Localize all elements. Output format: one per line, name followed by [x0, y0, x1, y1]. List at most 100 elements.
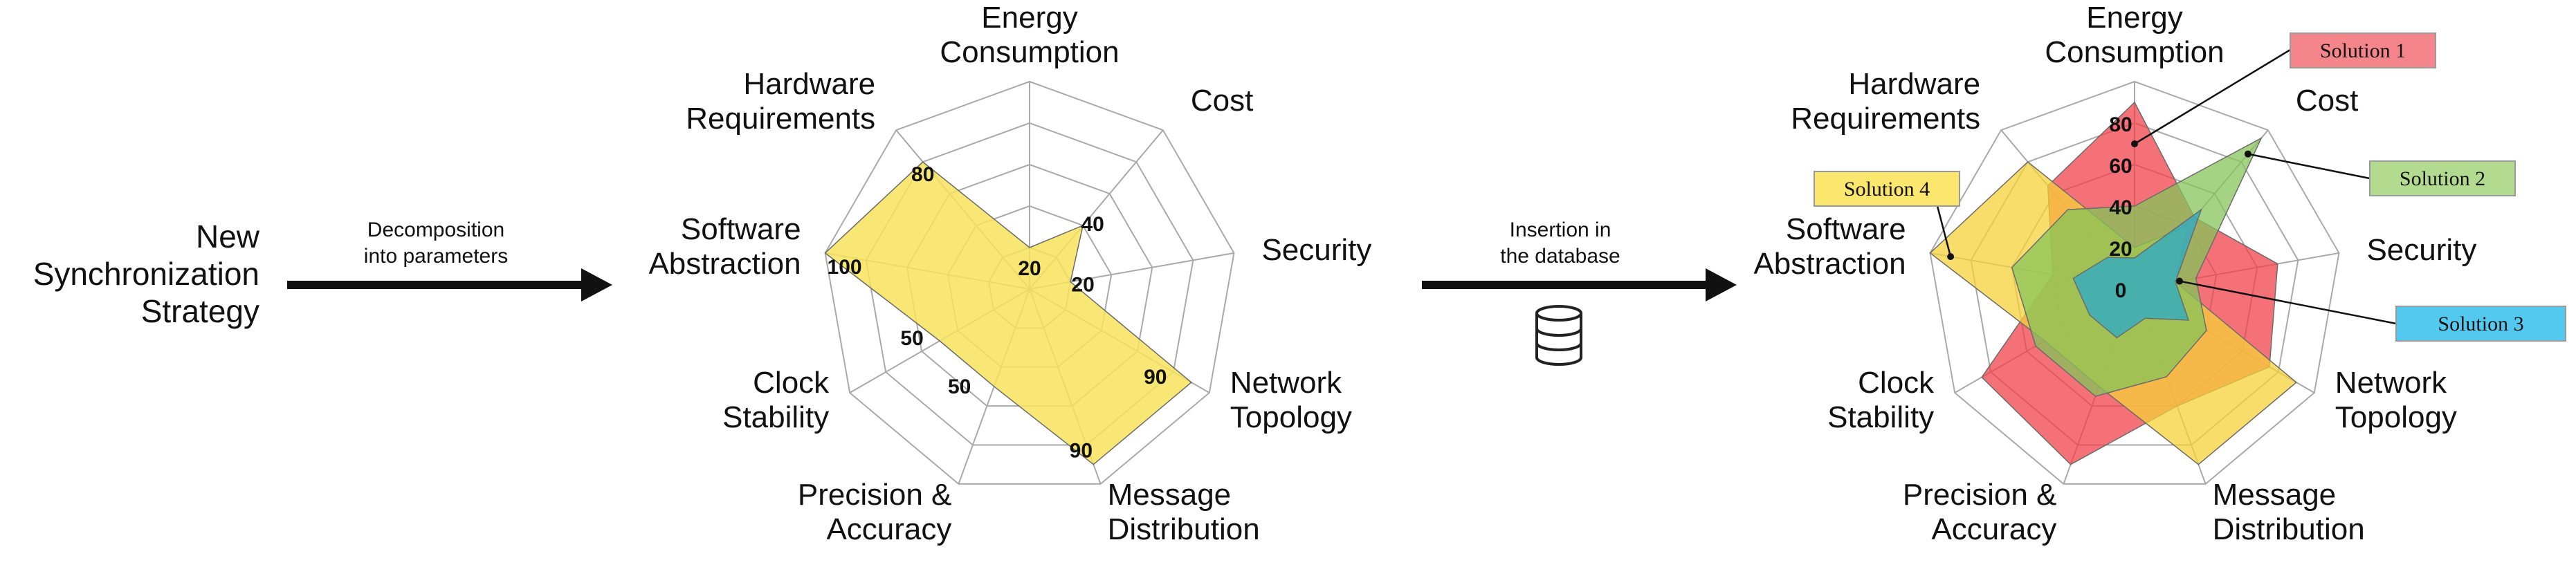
- axis-label-energy: Energy Consumption: [2045, 1, 2224, 69]
- axis-label-network: Network Topology: [1230, 366, 1352, 434]
- axis-label-precision: Precision & Accuracy: [1903, 478, 2057, 546]
- value-label: 90: [1144, 366, 1167, 389]
- axis-label-line: Abstraction: [1753, 247, 1906, 281]
- value-label: 80: [911, 163, 934, 186]
- series-area: [824, 161, 1192, 465]
- strategy-title-line: Synchronization: [33, 256, 259, 292]
- value-label: 90: [1070, 440, 1093, 463]
- axis-label-line: Topology: [1230, 400, 1352, 434]
- solution-label-box: [1814, 171, 1960, 207]
- axis-label-line: Requirements: [1791, 102, 1980, 136]
- tick-label: 40: [2109, 196, 2132, 219]
- axis-label-software: Software Abstraction: [648, 212, 801, 281]
- tick-label: 60: [2109, 155, 2132, 178]
- solution-label-box: [2369, 160, 2516, 196]
- axis-label-clock: Clock Stability: [722, 366, 830, 434]
- strategy-title-line: Strategy: [141, 293, 259, 329]
- solution-label-box: [2290, 32, 2436, 68]
- insertion-arrow: Insertion in the database: [1422, 219, 1737, 301]
- tick-label: 80: [2109, 113, 2132, 136]
- grid-ring: [824, 80, 1235, 485]
- axis-label-line: Stability: [722, 400, 829, 434]
- axis-label-line: Consumption: [2045, 35, 2224, 69]
- axis-label-precision: Precision & Accuracy: [798, 478, 952, 546]
- axis-label-cost: Cost: [1191, 84, 1253, 118]
- axis-label-line: Energy: [981, 1, 1077, 35]
- tick-label: 20: [2109, 238, 2132, 261]
- axis-label-line: Topology: [2335, 400, 2457, 434]
- axis-label-cost: Cost: [2296, 84, 2358, 118]
- arrow-label-line: into parameters: [364, 245, 508, 268]
- grid-ring: [1929, 80, 2340, 485]
- strategy-title: New Synchronization Strategy: [33, 219, 260, 329]
- callout-leader: [1936, 205, 1952, 257]
- series-area-solution-3: [2072, 208, 2202, 339]
- axis-label-line: Network: [1230, 366, 1342, 400]
- axis-label-hardware: Hardware Requirements: [686, 67, 875, 136]
- axis-label-network: Network Topology: [2335, 366, 2457, 434]
- axis-label-line: Abstraction: [648, 247, 801, 281]
- radar-chart-new-strategy: Energy Consumption Cost Security Network Topo…: [648, 1, 1371, 546]
- arrow-label-line: Decomposition: [367, 219, 504, 241]
- axis-label-line: Cost: [1191, 84, 1253, 118]
- axis-label-line: Stability: [1827, 400, 1934, 434]
- axis-label-message: Message Distribution: [2213, 478, 2365, 546]
- axis-label-line: Message: [1108, 478, 1232, 512]
- value-label: 50: [948, 375, 971, 398]
- solution-label: Solution 4: [1844, 178, 1930, 201]
- callout-leader: [2179, 280, 2397, 325]
- solution-label-box: [2395, 306, 2566, 342]
- arrow-head: [581, 268, 612, 301]
- value-label: 20: [1018, 257, 1041, 280]
- axis-label-line: Security: [1261, 233, 1371, 267]
- axis-label-line: Precision &: [798, 478, 952, 512]
- solution-label: Solution 2: [2400, 167, 2485, 190]
- tick-label: 0: [2115, 279, 2127, 302]
- callout-leader: [2134, 48, 2291, 145]
- axis-label-line: Software: [681, 212, 801, 246]
- axis-label-line: Network: [2335, 366, 2447, 400]
- callout-dot: [2244, 150, 2251, 158]
- axis-label-line: Energy: [2086, 1, 2182, 35]
- strategy-title-line: New: [196, 219, 260, 254]
- axis-label-line: Cost: [2296, 84, 2358, 118]
- solution-label: Solution 1: [2320, 39, 2406, 62]
- axis-label-line: Software: [1786, 212, 1906, 246]
- axis-label-line: Clock: [753, 366, 830, 400]
- callout-leader: [2247, 153, 2371, 180]
- axis-label-line: Security: [2366, 233, 2476, 267]
- axis-label-software: Software Abstraction: [1753, 212, 1906, 281]
- axis-label-line: Precision &: [1903, 478, 2057, 512]
- axis-label-security: Security: [2366, 233, 2476, 267]
- axis-label-line: Message: [2213, 478, 2337, 512]
- axis-label-hardware: Hardware Requirements: [1791, 67, 1980, 136]
- value-label: 100: [828, 256, 862, 279]
- database-icon: [1535, 305, 1582, 366]
- axis-label-line: Consumption: [940, 35, 1119, 69]
- axis-label-clock: Clock Stability: [1827, 366, 1935, 434]
- axis-label-line: Distribution: [2213, 512, 2365, 546]
- axis-label-line: Distribution: [1108, 512, 1260, 546]
- axis-label-line: Accuracy: [1931, 512, 2056, 546]
- solution-label: Solution 3: [2438, 313, 2523, 335]
- value-label: 40: [1081, 213, 1104, 236]
- callout-dot: [2131, 140, 2138, 147]
- callout-dot: [1947, 253, 1955, 261]
- axis-label-line: Hardware: [1848, 67, 1980, 101]
- callout-dot: [2175, 277, 2183, 285]
- axis-label-message: Message Distribution: [1108, 478, 1260, 546]
- axis-label-line: Clock: [1858, 366, 1935, 400]
- radar-chart-database: Energy Consumption Cost Security Network Topo…: [1753, 1, 2566, 546]
- axis-label-line: Hardware: [743, 67, 875, 101]
- arrow-label-line: the database: [1500, 245, 1620, 268]
- arrow-head: [1706, 268, 1737, 301]
- axis-label-line: Requirements: [686, 102, 875, 136]
- arrow-label-line: Insertion in: [1510, 219, 1611, 241]
- axis-label-security: Security: [1261, 233, 1371, 267]
- decomposition-arrow: Decomposition into parameters: [287, 219, 612, 301]
- axis-label-line: Accuracy: [826, 512, 951, 546]
- value-label: 50: [900, 327, 923, 350]
- axis-label-energy: Energy Consumption: [940, 1, 1119, 69]
- value-label: 20: [1071, 274, 1094, 297]
